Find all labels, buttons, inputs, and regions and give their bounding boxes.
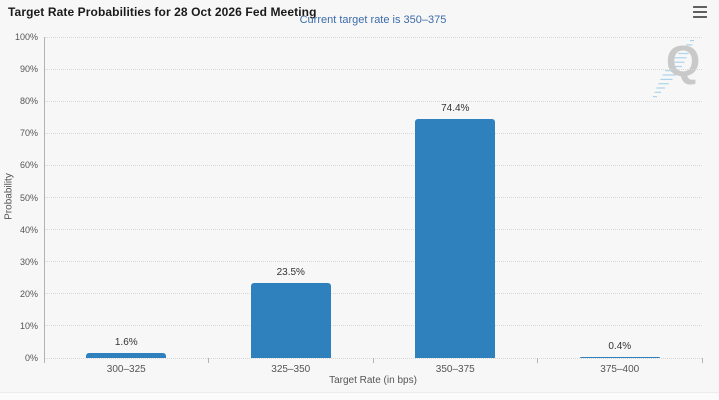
x-tick-label: 375–400 [600,364,640,375]
gridline [44,293,702,295]
y-tick-label: 0% [24,353,38,363]
probability-bar[interactable] [86,352,167,358]
hamburger-icon [693,10,707,14]
chart-subtitle: Current target rate is 350–375 [299,14,447,26]
gridline [44,325,702,327]
x-axis-tick [43,358,45,363]
x-axis-tick [208,358,209,363]
gridline [44,100,702,102]
gridline [44,197,702,198]
y-axis-title: Probability [3,173,15,220]
page-title: Target Rate Probabilities for 28 Oct 202… [8,5,317,19]
y-tick-label: 40% [19,224,38,235]
x-tick-label: 300–325 [106,364,146,375]
y-tick-label: 70% [19,128,38,139]
y-axis-line [43,37,45,363]
probability-bar[interactable] [579,356,660,358]
x-axis-tick [701,358,703,363]
probability-bar[interactable] [250,282,331,358]
x-axis-tick [372,358,374,363]
x-tick-label: 350–375 [435,364,475,375]
x-axis-title: Target Rate (in bps) [329,375,417,386]
quantower-q-logo-icon: Q [666,37,701,86]
bar-value-label: 0.4% [608,340,632,352]
bottom-divider [0,392,719,400]
bar-value-label: 23.5% [276,266,305,278]
hamburger-icon [693,6,707,9]
probability-bar[interactable] [415,119,496,358]
y-tick-label: 100% [14,32,38,42]
y-tick-label: 50% [19,192,38,203]
menu-button[interactable] [693,6,707,18]
gridline [44,164,702,166]
y-tick-label: 80% [19,96,38,107]
y-tick-label: 30% [19,256,38,267]
hamburger-icon [693,15,707,18]
bar-value-label: 74.4% [441,103,470,115]
gridline [44,36,702,38]
bar-value-label: 1.6% [114,336,138,348]
y-tick-label: 60% [19,160,38,171]
gridline [44,229,702,231]
gridline [44,261,702,263]
y-tick-label: 10% [19,320,38,331]
gridline [44,68,702,70]
y-tick-label: 20% [19,288,38,299]
watermark: Q [650,37,710,102]
x-axis-tick [537,358,538,363]
x-tick-label: 325–350 [271,364,311,375]
gridline [44,132,702,134]
y-tick-label: 90% [19,64,38,75]
